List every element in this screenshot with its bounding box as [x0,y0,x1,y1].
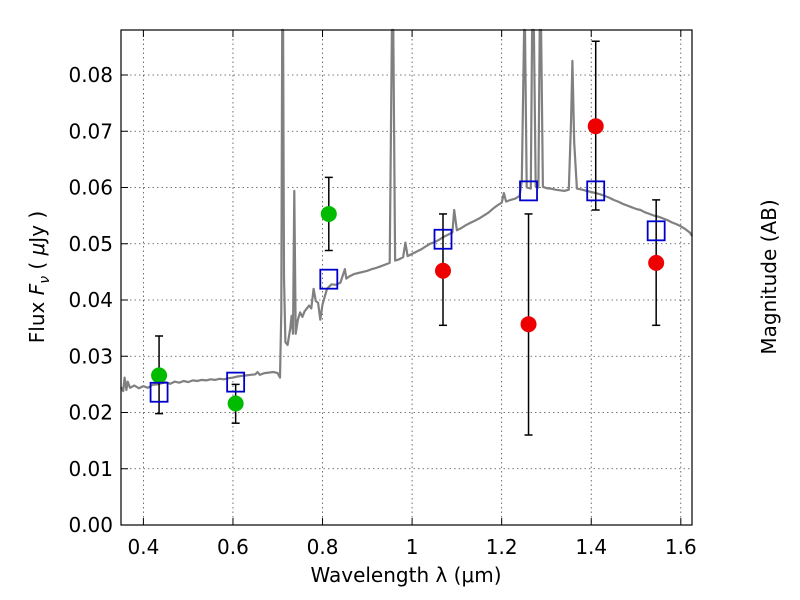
y-tick-label: 0.04 [68,288,113,312]
photometry-point [587,118,604,135]
y-axis-title: Flux Fν ( μJy ) [25,211,53,343]
x-tick-label: 0.4 [127,535,159,559]
grid-lines [121,30,692,526]
y-tick-label: 0.06 [68,176,113,200]
x-tick-label: 0.6 [217,535,249,559]
model-spectrum [120,28,693,393]
x-tick-label: 1.2 [486,535,518,559]
photometry-point [648,254,665,271]
model-flux-square [226,371,246,393]
data-markers [149,118,666,412]
x-tick-label: 0.8 [307,535,339,559]
y-tick-label: 0.03 [68,344,113,368]
model-flux-square [519,180,538,202]
error-bars [155,40,661,436]
y-tick-label: 0.08 [68,63,113,87]
photometry-point [520,316,537,333]
x-tick-label: 1.4 [575,535,607,559]
model-flux-square [433,228,453,250]
model-flux-square [586,180,606,202]
model-spectrum-line [120,28,693,393]
photometry-point [151,367,168,384]
right-axis-title: Magnitude (AB) [757,199,781,354]
photometry-point [320,205,337,222]
photometry-point [227,395,244,412]
x-axis-ticks: 0.4 0.6 0.8 1 1.2 1.4 1.6 [127,30,697,559]
model-flux-square [149,381,169,403]
y-tick-label: 0.00 [68,513,113,537]
y-axis-ticks: 0.00 0.01 0.02 0.03 0.04 0.05 0.06 0.07 0.08 [68,63,128,537]
photometry-point [434,262,451,279]
x-axis-title: Wavelength λ (μm) [310,563,501,587]
y-tick-label: 0.02 [68,401,113,425]
x-tick-label: 1 [406,535,419,559]
y-tick-label: 0.05 [68,232,113,256]
y-tick-label: 0.01 [68,457,113,481]
model-flux-square [646,220,666,242]
model-flux-square [319,268,339,290]
x-tick-label: 1.6 [665,535,697,559]
plot-frame [120,29,693,526]
y-tick-label: 0.07 [68,119,113,143]
